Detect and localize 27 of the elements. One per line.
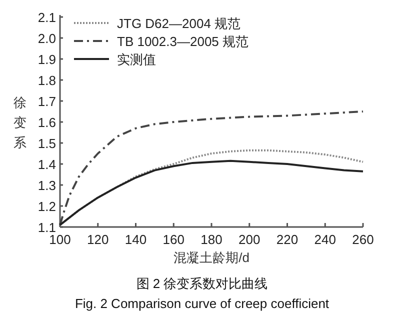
x-tick-label: 220 [276, 232, 298, 247]
x-tick-label: 140 [124, 232, 147, 247]
y-tick-label: 1.1 [38, 220, 56, 235]
y-tick-label: 2.1 [38, 10, 56, 25]
caption: 图 2 徐变系数对比曲线 [136, 276, 268, 291]
x-tick-label: 160 [162, 232, 184, 247]
y-tick-label: 1.4 [38, 157, 56, 172]
caption: Fig. 2 Comparison curve of creep coefficient [74, 296, 330, 311]
x-tick-label: 120 [87, 232, 109, 247]
legend-label: 实测值 [117, 52, 156, 67]
y-tick-label: 1.3 [38, 178, 56, 193]
y-tick-label: 1.2 [38, 199, 56, 214]
x-tick-label: 100 [49, 232, 71, 247]
x-axis-title: 混凝土龄期/d [174, 250, 250, 265]
y-axis-title: 徐变系 [14, 95, 26, 150]
x-tick-label: 240 [314, 232, 336, 247]
x-tick-label: 200 [238, 232, 260, 247]
legend-label: JTG D62—2004 规范 [117, 16, 241, 31]
y-tick-label: 2.0 [38, 31, 56, 46]
x-tick-label: 260 [352, 232, 374, 247]
y-tick-label: 1.5 [38, 136, 56, 151]
y-tick-label: 1.8 [38, 73, 56, 88]
y-tick-label: 1.9 [38, 52, 56, 67]
legend-label: TB 1002.3—2005 规范 [117, 34, 249, 49]
y-tick-label: 1.6 [38, 115, 56, 130]
y-tick-label: 1.7 [38, 94, 56, 109]
x-tick-label: 180 [200, 232, 222, 247]
